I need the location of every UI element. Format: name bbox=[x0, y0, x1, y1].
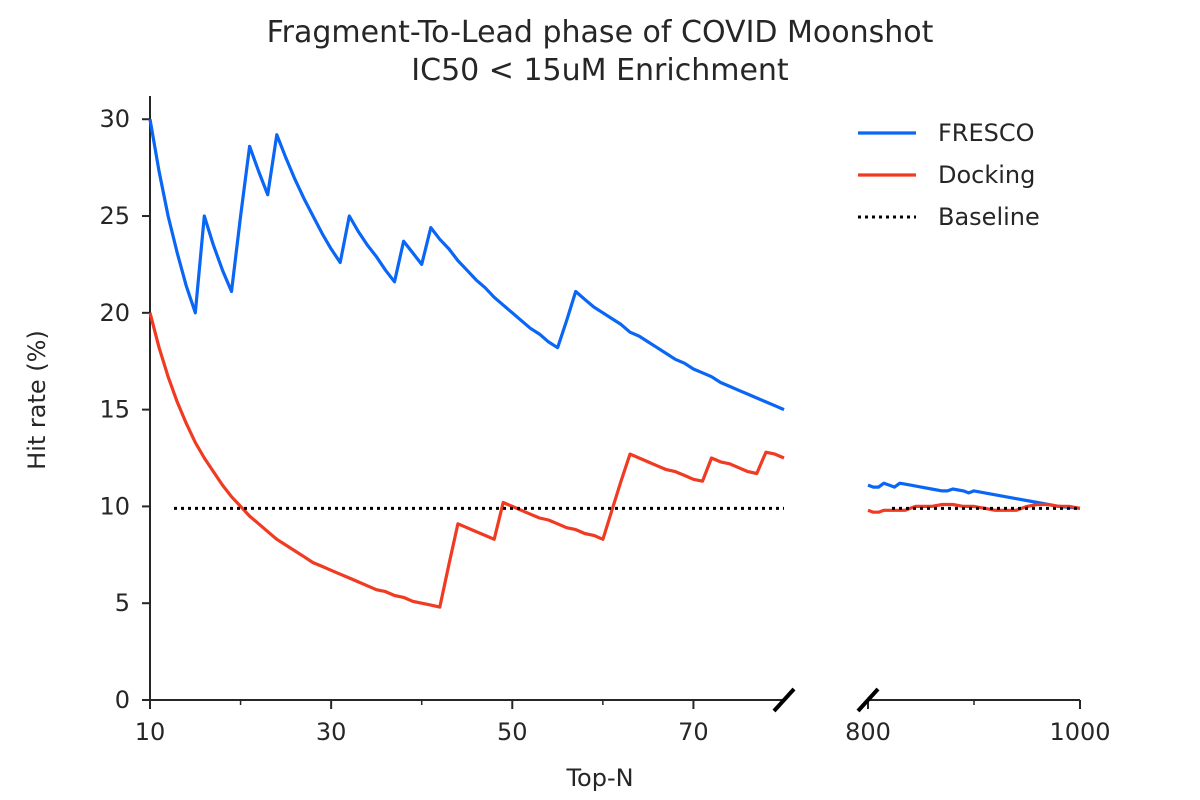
x-axis-label: Top-N bbox=[565, 764, 633, 792]
plot-area: 0 5 10 15 20 25 30 10 30 50 70 800 1000 bbox=[99, 96, 1111, 746]
chart-title-line-2: IC50 < 15uM Enrichment bbox=[411, 53, 789, 88]
legend-label-docking: Docking bbox=[938, 161, 1035, 189]
y-tick-label: 10 bbox=[99, 492, 130, 520]
x-tick-label: 50 bbox=[497, 718, 528, 746]
y-tick-label: 25 bbox=[99, 202, 130, 230]
y-axis-label: Hit rate (%) bbox=[23, 330, 51, 470]
chart-title-line-1: Fragment-To-Lead phase of COVID Moonshot bbox=[267, 15, 934, 50]
y-tick-label: 15 bbox=[99, 396, 130, 424]
axis-break-mark-left bbox=[772, 687, 796, 713]
legend: FRESCO Docking Baseline bbox=[858, 119, 1040, 231]
axis-break-mark-right bbox=[856, 687, 880, 713]
series-fresco-line bbox=[867, 481, 1081, 510]
y-tick-label: 30 bbox=[99, 105, 130, 133]
x-tick-label: 30 bbox=[316, 718, 347, 746]
legend-label-baseline: Baseline bbox=[938, 203, 1040, 231]
x-tick-label: 800 bbox=[845, 718, 891, 746]
y-tick-label: 20 bbox=[99, 299, 130, 327]
x-tick-label: 1000 bbox=[1049, 718, 1110, 746]
series-fresco-line bbox=[148, 118, 785, 412]
y-tick-label: 5 bbox=[115, 589, 130, 617]
y-tick-label: 0 bbox=[115, 686, 130, 714]
series-docking-line bbox=[867, 502, 1081, 514]
series-docking-line bbox=[148, 312, 785, 609]
legend-label-fresco: FRESCO bbox=[938, 119, 1035, 147]
x-tick-label: 70 bbox=[678, 718, 709, 746]
x-tick-label: 10 bbox=[135, 718, 166, 746]
